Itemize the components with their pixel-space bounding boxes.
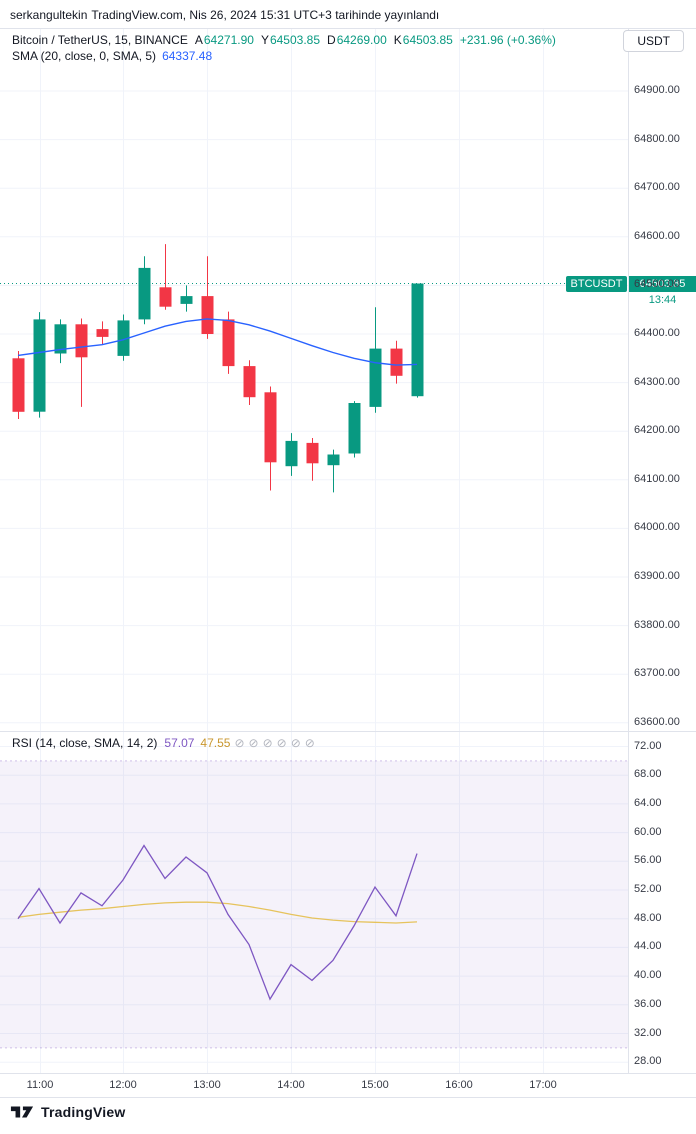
rsi-label[interactable]: RSI (14, close, SMA, 14, 2) [12,736,158,750]
attribution-bar: serkangultekin TradingView.com, Nis 26, 2… [10,8,439,22]
time-axis-label: 12:00 [109,1079,137,1091]
symbol-title[interactable]: Bitcoin / TetherUS, 15, BINANCE [12,33,188,47]
close-value: 64503.85 [402,33,453,47]
rsi-axis-label: 32.00 [634,1026,662,1039]
low-label: D [327,33,336,47]
price-axis-label: 64500.00 [634,278,680,291]
change-value: +231.96 (+0.36%) [459,33,556,47]
high-label: Y [260,33,269,47]
brand-name[interactable]: TradingView [41,1104,126,1120]
hidden-value-icon: ⊘ [248,736,259,750]
rsi-axis-label: 36.00 [634,997,662,1010]
price-axis-label: 64700.00 [634,181,680,194]
rsi-axis-label: 68.00 [634,768,662,781]
rsi-axis-label: 56.00 [634,854,662,867]
sma-legend: SMA (20, close, 0, SMA, 5) 64337.48 [12,49,212,63]
price-axis-label: 64900.00 [634,84,680,96]
rsi-hidden-values: ⊘ ⊘ ⊘ ⊘ ⊘ ⊘ [230,736,314,750]
author-link[interactable]: serkangultekin [10,8,88,22]
price-axis-label: 64000.00 [634,521,680,534]
sma-label[interactable]: SMA (20, close, 0, SMA, 5) [12,49,157,63]
tradingview-logo-icon [10,1106,34,1118]
price-axis-label: 64400.00 [634,327,680,339]
symbol-legend: Bitcoin / TetherUS, 15, BINANCE A64271.90… [12,33,556,47]
rsi-value: 57.07 [164,736,195,750]
price-axis-label: 63700.00 [634,667,680,680]
price-axis-label: 64600.00 [634,229,680,242]
open-label: A [194,33,203,47]
price-axis-label: 64200.00 [634,424,680,437]
time-axis-label: 14:00 [277,1079,305,1091]
time-axis-label: 15:00 [361,1079,389,1091]
price-axis-label: 63900.00 [634,570,680,582]
hidden-value-icon: ⊘ [234,736,245,750]
hidden-value-icon: ⊘ [276,736,287,750]
price-axis-label: 64300.00 [634,375,680,388]
rsi-axis-label: 28.00 [634,1055,662,1068]
rsi-axis-label: 52.00 [634,883,662,895]
price-axis-label: 63600.00 [634,715,680,728]
low-value: 64269.00 [336,33,387,47]
price-axis-label: 64100.00 [634,472,680,485]
time-axis-label: 13:00 [193,1079,221,1091]
open-value: 64271.90 [203,33,254,47]
rsi-axis-label: 48.00 [634,911,662,924]
time-axis-label: 11:00 [26,1079,54,1091]
hidden-value-icon: ⊘ [304,736,315,750]
footer: TradingView [10,1104,125,1120]
attribution-text: TradingView.com, Nis 26, 2024 15:31 UTC+… [91,8,440,22]
currency-toggle-button[interactable]: USDT [623,30,684,52]
rsi-axis-label: 40.00 [634,969,662,982]
rsi-axis-label: 44.00 [634,940,662,953]
sma-value: 64337.48 [162,49,213,63]
price-badge-symbol: BTCUSDT [566,275,627,292]
high-value: 64503.85 [269,33,321,47]
close-label: K [393,33,402,47]
hidden-value-icon: ⊘ [290,736,301,750]
price-axis-label: 64800.00 [634,132,680,145]
rsi-axis-label: 72.00 [634,739,662,752]
time-axis-label: 17:00 [529,1079,557,1091]
rsi-axis-label: 64.00 [634,796,662,809]
rsi-legend: RSI (14, close, SMA, 14, 2) 57.07 47.55 ⊘ ⊘ ⊘… [12,736,315,750]
rsi-ma-value: 47.55 [200,736,231,750]
price-badge-countdown: 13:44 [648,293,677,306]
rsi-axis-label: 60.00 [634,825,662,838]
price-badge-value: 64503.85 [629,275,696,292]
time-axis-label: 16:00 [445,1079,473,1091]
hidden-value-icon: ⊘ [262,736,273,750]
price-axis-label: 63800.00 [634,618,680,631]
